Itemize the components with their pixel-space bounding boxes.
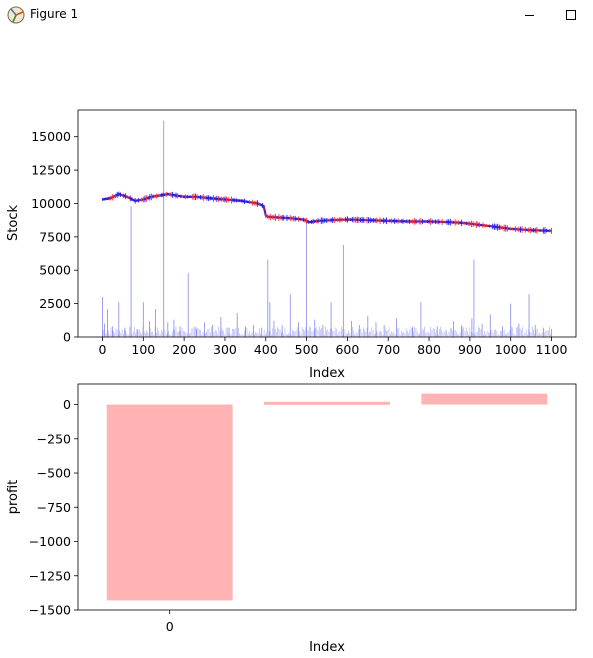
y-tick-label: −1250 bbox=[29, 568, 71, 583]
profit-bar bbox=[106, 404, 233, 601]
profit-x-axis-label: Index bbox=[309, 640, 345, 655]
y-tick-label: 0 bbox=[63, 397, 71, 412]
window-title: Figure 1 bbox=[30, 7, 79, 21]
profit-plot-frame bbox=[77, 383, 577, 611]
profit-chart: 0 0 −250 −500 −750 −1000 −1250 −1500 Index pro… bbox=[6, 383, 577, 655]
profit-bar bbox=[421, 393, 548, 405]
minimize-icon bbox=[524, 14, 534, 16]
y-tick-label: −1500 bbox=[29, 603, 71, 618]
x-tick-label: 900 bbox=[458, 342, 482, 357]
x-tick-label: 0 bbox=[99, 342, 107, 357]
x-tick-label: 400 bbox=[254, 342, 278, 357]
x-tick-label: 100 bbox=[131, 342, 155, 357]
y-tick-label: 7500 bbox=[39, 229, 71, 244]
profit-bar bbox=[264, 401, 390, 405]
stock-y-axis: 0 2500 5000 7500 10000 12500 15000 bbox=[31, 129, 78, 345]
y-tick-label: 0 bbox=[63, 330, 71, 345]
maximize-button[interactable] bbox=[560, 4, 582, 26]
volume-series bbox=[102, 120, 552, 337]
y-tick-label: −1000 bbox=[29, 534, 71, 549]
minimize-button[interactable] bbox=[518, 4, 540, 26]
y-tick-label: 5000 bbox=[39, 263, 71, 278]
x-tick-label: 500 bbox=[295, 342, 319, 357]
window-titlebar: Figure 1 bbox=[0, 0, 593, 30]
x-tick-label: 200 bbox=[172, 342, 196, 357]
y-tick-label: −750 bbox=[37, 500, 71, 515]
stock-plot-frame bbox=[77, 109, 577, 338]
maximize-icon bbox=[566, 10, 576, 20]
x-tick-label: 300 bbox=[213, 342, 237, 357]
x-tick-label: 0 bbox=[166, 619, 174, 634]
stock-y-axis-label: Stock bbox=[6, 205, 21, 241]
x-tick-label: 600 bbox=[335, 342, 359, 357]
y-tick-label: 2500 bbox=[39, 296, 71, 311]
price-series bbox=[102, 191, 552, 234]
stock-x-axis: 0 100 200 300 400 500 600 700 800 900 1000 1100 bbox=[99, 337, 568, 357]
x-tick-label: 800 bbox=[417, 342, 441, 357]
matplotlib-figure-icon bbox=[7, 6, 25, 24]
profit-bars bbox=[106, 393, 548, 601]
profit-y-axis-label: profit bbox=[6, 480, 21, 515]
stock-x-axis-label: Index bbox=[309, 366, 345, 381]
x-tick-label: 1100 bbox=[536, 342, 568, 357]
y-tick-label: 12500 bbox=[31, 163, 71, 178]
y-tick-label: −500 bbox=[37, 466, 71, 481]
profit-x-axis: 0 bbox=[166, 610, 174, 634]
profit-y-axis: 0 −250 −500 −750 −1000 −1250 −1500 bbox=[29, 397, 78, 618]
y-tick-label: 10000 bbox=[31, 196, 71, 211]
stock-chart: 0 100 200 300 400 500 600 700 800 900 1000 1100 0 25… bbox=[6, 109, 577, 381]
y-tick-label: −250 bbox=[37, 431, 71, 446]
x-tick-label: 1000 bbox=[495, 342, 527, 357]
y-tick-label: 15000 bbox=[31, 129, 71, 144]
x-tick-label: 700 bbox=[376, 342, 400, 357]
